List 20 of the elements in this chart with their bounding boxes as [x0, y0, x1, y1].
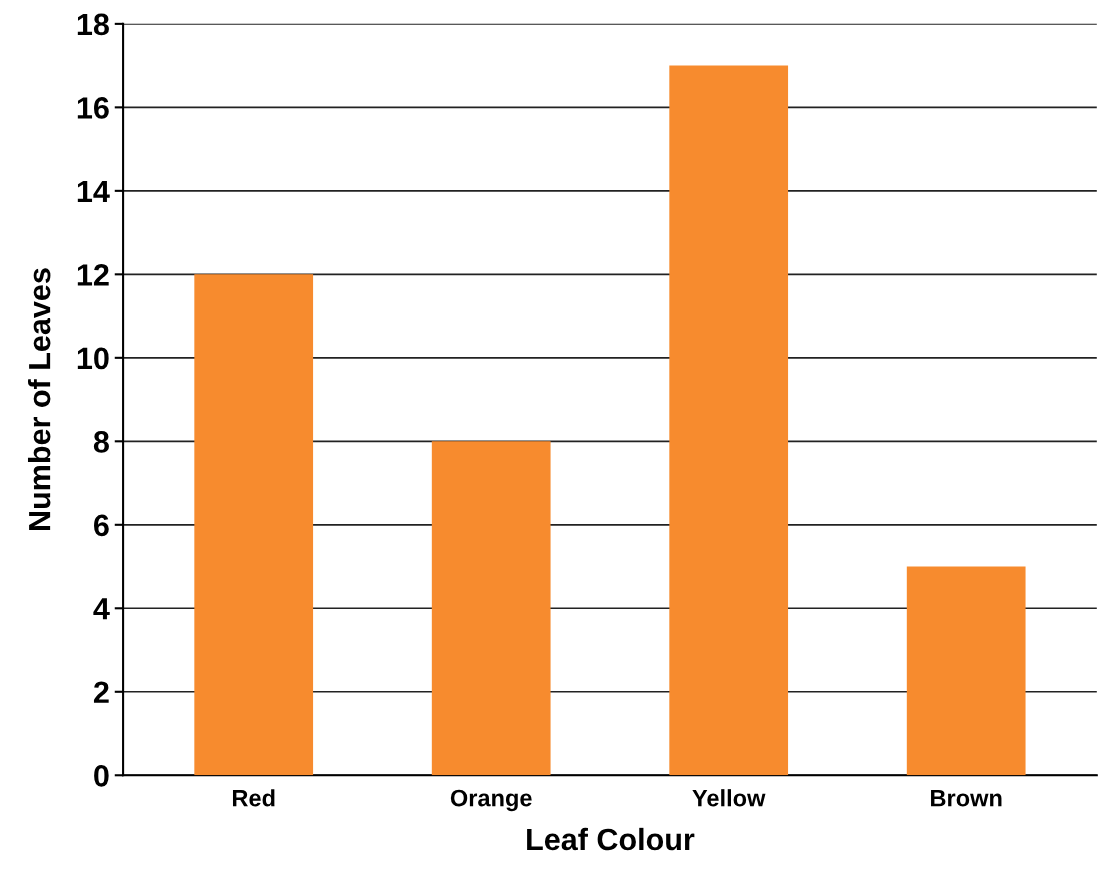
y-tick-label: 10: [77, 347, 109, 370]
x-tick-label: Brown: [931, 790, 1002, 807]
y-tick-label: 0: [94, 765, 109, 787]
bar: [906, 566, 1026, 776]
x-tick-label: Orange: [450, 789, 532, 812]
bar: [431, 441, 551, 776]
y-tick-label: 12: [77, 264, 109, 286]
y-tick-label: 8: [93, 431, 109, 453]
bar: [194, 274, 314, 776]
y-tick-label: 6: [94, 514, 109, 537]
y-tick-label: 4: [93, 598, 110, 620]
y-tick-label: 14: [77, 180, 110, 202]
x-tick-label: Red: [232, 789, 275, 807]
bar: [669, 65, 789, 776]
x-tick-label: Yellow: [692, 789, 766, 807]
x-axis-title: Leaf Colour: [527, 827, 695, 851]
y-tick-label: 16: [77, 97, 109, 119]
y-axis-title: Number of Leaves: [27, 268, 51, 530]
y-tick-label: 18: [77, 13, 109, 36]
y-tick-label: 2: [93, 681, 109, 703]
